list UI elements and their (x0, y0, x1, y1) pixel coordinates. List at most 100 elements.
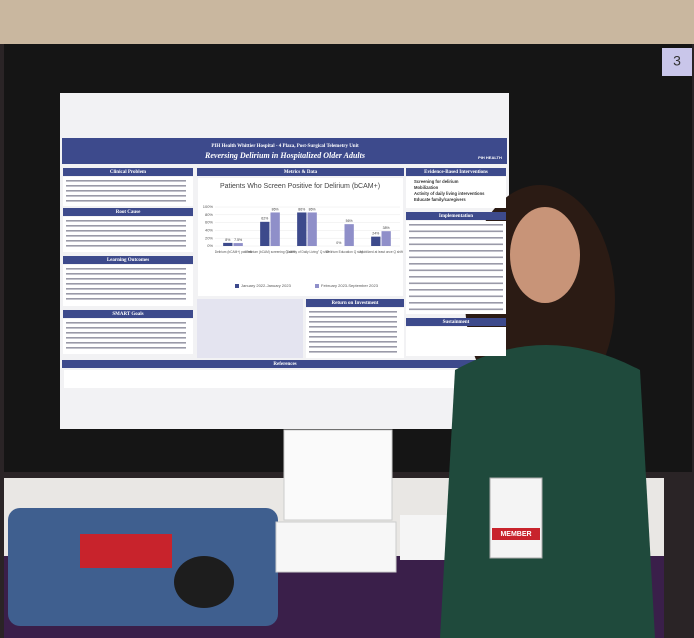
x-tick-label: "Activity of Daily Living" Q shift (286, 250, 329, 254)
board-number-tag (662, 48, 692, 76)
text-line (66, 322, 186, 324)
badge-text: MEMBER (500, 531, 531, 538)
section-title: Root Cause (116, 210, 141, 215)
board-number: 3 (673, 53, 681, 69)
black-pocket (174, 556, 234, 608)
chart-title: Patients Who Screen Positive for Deliriu… (220, 183, 380, 190)
legend-label: January 2022-January 2023 (241, 283, 292, 288)
poster-subtitle: Reversing Delirium in Hospitalized Older… (204, 151, 365, 160)
section-header (406, 318, 506, 326)
section-body (406, 177, 506, 208)
references: References (273, 362, 296, 367)
text-line (309, 316, 397, 318)
text-line (66, 195, 186, 197)
poster-chart: Patients Who Screen Positive for Deliriu… (198, 178, 403, 296)
section-header (306, 299, 404, 307)
value-label: 86% (298, 207, 305, 211)
text-line (66, 185, 186, 187)
y-tick-label: 100% (203, 204, 214, 209)
section-header (406, 168, 506, 176)
text-line (66, 190, 186, 192)
text-line (66, 298, 186, 300)
legend-swatch (315, 284, 319, 288)
badge (489, 477, 543, 559)
dress (440, 345, 655, 638)
section-title: Return on Investment (332, 301, 379, 306)
references-box (64, 370, 505, 388)
text-line (409, 295, 503, 298)
value-label: 8% (225, 238, 230, 242)
section-title: Implementation (439, 214, 473, 219)
text-line (66, 245, 186, 247)
metrics-table (197, 299, 303, 358)
value-label: 86% (309, 207, 316, 211)
section-body (63, 217, 193, 252)
text-line (66, 235, 186, 237)
section-body (63, 265, 193, 306)
wall (0, 0, 694, 44)
bar (297, 212, 307, 246)
section-title: Learning Outcomes (107, 258, 149, 263)
value-label: 7.5% (234, 238, 242, 242)
text-line (309, 326, 397, 328)
text-line (409, 302, 503, 304)
text-line (66, 342, 186, 344)
text-line (66, 332, 186, 334)
text-line (409, 250, 503, 252)
text-line (409, 263, 503, 265)
text-line (409, 256, 503, 259)
x-tick-label: Delirium (bCAM) screening Q shift (246, 250, 294, 254)
section-header (63, 208, 193, 216)
section-title: Clinical Problem (110, 170, 147, 175)
section-body (63, 319, 193, 354)
face (510, 207, 580, 303)
bar (307, 212, 317, 246)
text-line (409, 237, 503, 239)
legend-swatch (235, 284, 239, 288)
text-line (66, 273, 186, 275)
text-line (309, 351, 397, 353)
text-line (409, 308, 503, 311)
text-line (309, 311, 397, 313)
text-line (66, 283, 186, 285)
text-line (66, 240, 186, 242)
x-tick-label: Mobilized at least once Q shift (360, 250, 403, 254)
poster-title: PIH Health Whittier Hospital - 4 Plaza, … (211, 144, 359, 149)
text-line (66, 327, 186, 329)
value-label: 56% (346, 219, 353, 223)
y-tick-label: 60% (205, 220, 213, 225)
text-line (409, 269, 503, 272)
text-line (66, 278, 186, 280)
binder (275, 521, 397, 573)
text-line (66, 220, 186, 222)
y-tick-label: 80% (205, 212, 213, 217)
display-stand (283, 429, 393, 521)
logo: PIH HEALTH (478, 155, 502, 160)
y-tick-label: 40% (205, 227, 213, 232)
section-body (406, 327, 506, 356)
value-label: 24% (372, 232, 379, 236)
text-line (409, 243, 503, 246)
badge-stripe (492, 528, 540, 540)
value-label: 0% (336, 241, 341, 245)
intervention: Activity of daily living interventions (414, 191, 485, 196)
bar (381, 231, 391, 246)
intervention: Educate family/caregivers (414, 197, 466, 202)
text-line (409, 276, 503, 278)
section-title: Evidence-Based Interventions (424, 170, 488, 175)
text-line (66, 288, 186, 290)
y-tick-label: 20% (205, 235, 213, 240)
section-header (63, 168, 193, 176)
text-line (309, 331, 397, 333)
text-line (309, 321, 397, 323)
intervention: Screening for delirium (414, 179, 459, 184)
brochures (400, 515, 450, 560)
section-title: SMART Goals (112, 312, 143, 317)
text-line (309, 346, 397, 348)
value-label: 62% (261, 217, 268, 221)
section-header (63, 310, 193, 318)
text-line (66, 347, 186, 349)
value-label: 86% (272, 207, 279, 211)
text-line (66, 200, 186, 202)
